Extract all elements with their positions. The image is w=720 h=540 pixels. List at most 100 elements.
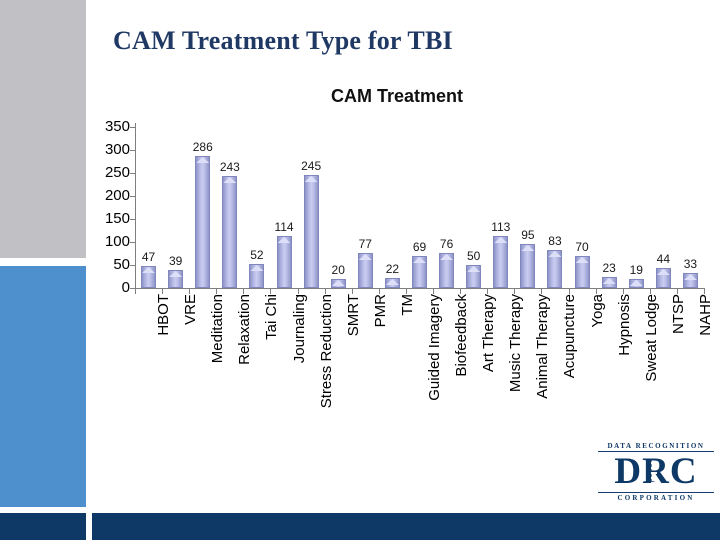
bar-value-label: 77 xyxy=(358,237,372,251)
category-label: PMR xyxy=(371,294,389,328)
x-axis-tick xyxy=(433,289,435,294)
category-label: Hypnosis xyxy=(615,294,633,356)
x-axis-tick xyxy=(351,289,353,294)
bar-top-highlight xyxy=(196,157,210,163)
plot-area: 0 50 100 150 200 250 300 350 47 HBOT 39 VRE 286 Medit… xyxy=(100,78,714,446)
bar-top-highlight xyxy=(494,237,508,243)
bar-smrt xyxy=(330,279,346,288)
bar-top-highlight xyxy=(169,271,183,277)
logo-top-text: DATA RECOGNITION xyxy=(598,442,714,452)
bar-value-label: 70 xyxy=(575,240,589,254)
category-label: NTSP xyxy=(669,294,687,335)
bar-top-highlight xyxy=(467,266,481,272)
category-label: Stress Reduction xyxy=(317,294,335,409)
chart-title: CAM Treatment xyxy=(330,86,464,106)
y-axis-tick xyxy=(130,265,135,266)
bar-animal-therapy xyxy=(520,244,536,288)
bar-hbot xyxy=(141,266,157,288)
category-label: Meditation xyxy=(209,294,227,364)
bar-meditation xyxy=(195,156,211,288)
bar-ntsp xyxy=(655,268,671,288)
y-axis-tick xyxy=(130,242,135,243)
bar-stress-reduction xyxy=(303,175,319,288)
x-axis-tick xyxy=(622,289,624,294)
category-label: Art Therapy xyxy=(480,294,498,373)
x-axis-tick xyxy=(216,289,218,294)
bar-value-label: 47 xyxy=(141,250,156,264)
bar-top-highlight xyxy=(548,251,562,257)
cam-treatment-chart: CAM Treatment 0 50 100 150 200 250 300 350 47 HBO… xyxy=(100,78,714,446)
y-axis-tick xyxy=(130,150,135,151)
bar-art-therapy xyxy=(466,265,482,288)
x-axis-tick xyxy=(378,289,380,294)
logo-main-text: DRC xyxy=(598,452,714,493)
y-axis-tick-label: 300 xyxy=(104,141,130,158)
category-label: Journaling xyxy=(290,294,308,364)
category-label: TM xyxy=(398,294,416,316)
drc-logo: DATA RECOGNITION DRC CORPORATION xyxy=(598,442,714,502)
y-axis-tick xyxy=(130,173,135,174)
x-axis-tick xyxy=(324,289,326,294)
bar-value-label: 83 xyxy=(548,234,562,248)
footer-bar-left xyxy=(0,513,86,540)
bar-acupuncture xyxy=(547,250,563,288)
category-label: Tai Chi xyxy=(263,294,281,340)
category-label: Relaxation xyxy=(236,294,254,365)
bar-value-label: 245 xyxy=(301,159,322,173)
category-label: Yoga xyxy=(588,294,606,328)
category-label: Biofeedback xyxy=(453,294,471,377)
x-axis-tick xyxy=(568,289,570,294)
bar-biofeedback xyxy=(439,253,455,288)
bar-value-label: 50 xyxy=(467,249,481,263)
bar-value-label: 33 xyxy=(683,257,698,271)
y-axis-tick-label: 250 xyxy=(104,164,130,181)
category-label: SMRT xyxy=(344,294,362,337)
y-axis-tick-label: 350 xyxy=(104,118,130,135)
bar-top-highlight xyxy=(223,177,237,183)
bar-hypnosis xyxy=(601,277,617,288)
bar-top-highlight xyxy=(656,269,670,275)
bar-value-label: 114 xyxy=(274,220,294,234)
bar-top-highlight xyxy=(575,257,589,263)
bar-nahp xyxy=(682,273,698,288)
category-label: Guided Imagery xyxy=(426,294,443,401)
bar-value-label: 69 xyxy=(412,240,427,254)
footer-bar-right xyxy=(92,513,720,540)
x-axis-tick xyxy=(270,289,272,294)
x-axis-line xyxy=(135,288,705,289)
y-axis-tick-label: 200 xyxy=(104,187,130,204)
x-axis-tick xyxy=(135,289,136,294)
bar-top-highlight xyxy=(683,274,697,280)
bar-top-highlight xyxy=(142,267,156,273)
x-axis-tick xyxy=(541,289,543,294)
x-axis-tick xyxy=(297,289,299,294)
bar-value-label: 52 xyxy=(250,248,264,262)
sidebar-blue-block xyxy=(0,266,86,507)
y-axis-tick-label: 0 xyxy=(121,279,130,296)
slide-title: CAM Treatment Type for TBI xyxy=(113,26,453,55)
bar-top-highlight xyxy=(250,265,264,271)
bar-value-label: 22 xyxy=(385,262,400,276)
y-axis-tick xyxy=(130,196,135,197)
bar-top-highlight xyxy=(602,278,616,284)
bar-sweat-lodge xyxy=(628,279,644,288)
bar-guided-imagery xyxy=(412,256,427,288)
bar-value-label: 20 xyxy=(331,263,345,277)
bar-value-label: 19 xyxy=(629,263,643,277)
category-label: HBOT xyxy=(155,294,173,336)
category-label: Sweat Lodge xyxy=(642,294,660,382)
sidebar-gray-block xyxy=(0,0,86,258)
bar-top-highlight xyxy=(440,254,454,260)
y-axis-tick-label: 150 xyxy=(104,210,130,227)
bar-top-highlight xyxy=(385,279,399,285)
bar-top-highlight xyxy=(521,245,535,251)
category-label: NAHP xyxy=(696,294,714,336)
bar-value-label: 286 xyxy=(192,140,213,154)
y-axis-tick xyxy=(130,288,135,289)
bar-value-label: 243 xyxy=(219,160,240,174)
bar-top-highlight xyxy=(413,257,426,263)
x-axis-tick xyxy=(487,289,489,294)
category-label: Acupuncture xyxy=(561,294,579,379)
logo-ladder-decor xyxy=(651,462,657,486)
